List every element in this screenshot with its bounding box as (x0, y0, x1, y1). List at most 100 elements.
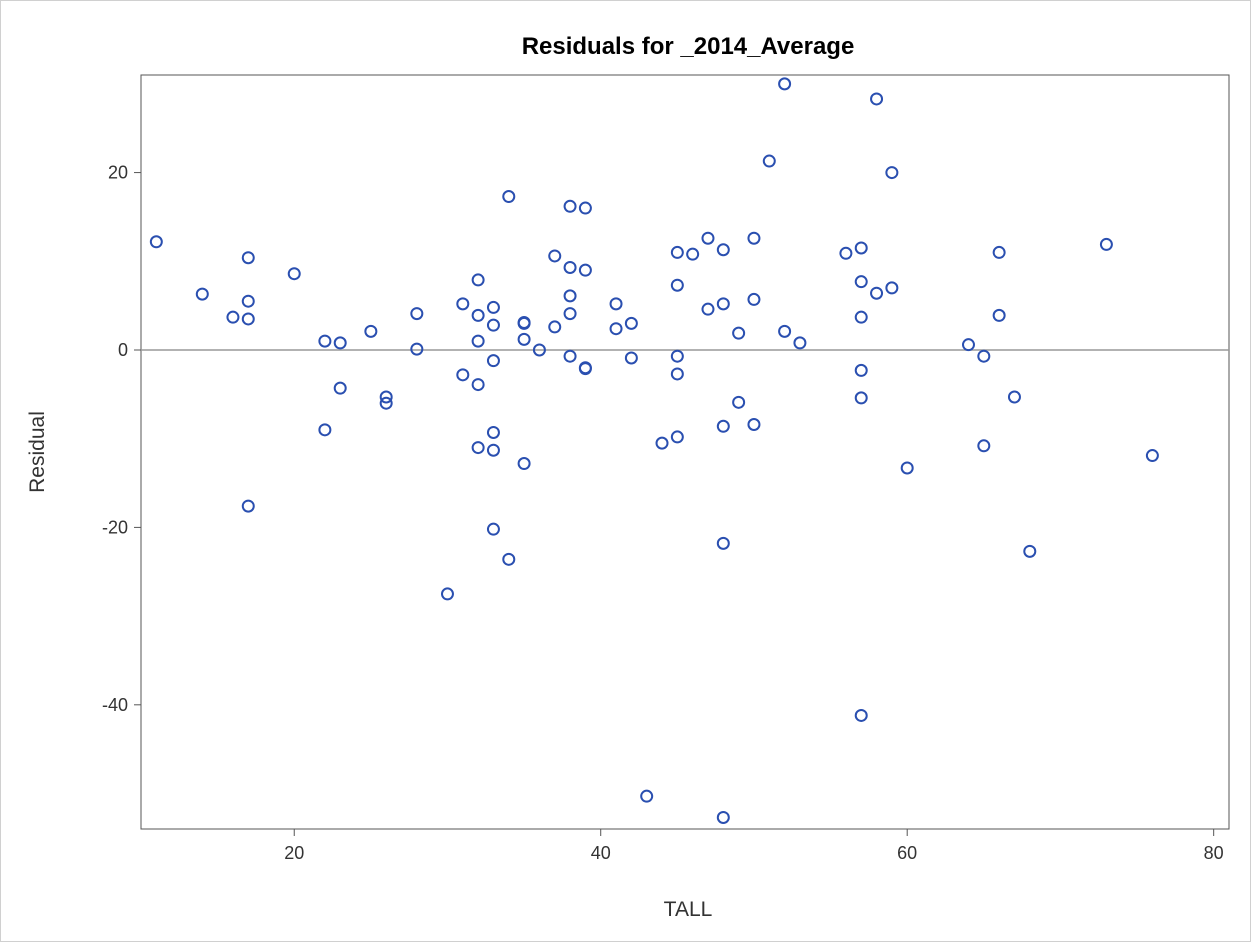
data-point (716, 810, 730, 824)
data-point (762, 154, 776, 168)
data-point (548, 249, 562, 263)
data-point (563, 289, 577, 303)
y-axis: 20 0 -20 -40 (102, 163, 141, 715)
data-point (716, 297, 730, 311)
y-tick-label: -20 (102, 517, 128, 537)
data-point (870, 92, 884, 106)
data-point (732, 395, 746, 409)
data-point (379, 396, 393, 410)
data-point (961, 338, 975, 352)
data-point (854, 275, 868, 289)
data-point (471, 441, 485, 455)
data-point (778, 77, 792, 91)
data-point (364, 324, 378, 338)
data-point (241, 499, 255, 513)
data-point (885, 281, 899, 295)
y-axis-label: Residual (26, 411, 49, 493)
data-point (655, 436, 669, 450)
data-point (992, 308, 1006, 322)
data-point (486, 443, 500, 457)
data-point (624, 351, 638, 365)
chart-title: Residuals for _2014_Average (522, 33, 855, 60)
data-point (226, 310, 240, 324)
data-point (747, 292, 761, 306)
data-point (747, 231, 761, 245)
x-tick-label: 60 (897, 843, 917, 863)
data-point (241, 312, 255, 326)
data-point (778, 324, 792, 338)
data-point (517, 315, 531, 329)
data-point (502, 552, 516, 566)
data-point (379, 390, 393, 404)
data-point (624, 316, 638, 330)
data-point (854, 363, 868, 377)
data-point (471, 378, 485, 392)
data-points (149, 77, 1159, 824)
data-point (410, 342, 424, 356)
data-point (410, 307, 424, 321)
data-point (578, 201, 592, 215)
data-point (839, 246, 853, 260)
data-point (517, 457, 531, 471)
data-point (670, 367, 684, 381)
x-axis: 20 40 60 80 (284, 829, 1224, 863)
data-point (1007, 390, 1021, 404)
data-point (486, 300, 500, 314)
data-point (701, 302, 715, 316)
data-point (318, 423, 332, 437)
data-point (333, 336, 347, 350)
x-tick-label: 20 (284, 843, 304, 863)
data-point (900, 461, 914, 475)
data-point (517, 332, 531, 346)
data-point (456, 368, 470, 382)
data-point (486, 318, 500, 332)
data-point (747, 418, 761, 432)
data-point (977, 439, 991, 453)
data-point (716, 243, 730, 257)
data-point (578, 362, 592, 376)
data-point (241, 251, 255, 265)
y-tick-label: 0 (118, 340, 128, 360)
data-point (992, 245, 1006, 259)
data-point (241, 294, 255, 308)
data-point (854, 708, 868, 722)
data-point (716, 419, 730, 433)
data-point (701, 231, 715, 245)
y-tick-label: 20 (108, 163, 128, 183)
data-point (640, 789, 654, 803)
data-point (471, 273, 485, 287)
data-point (149, 235, 163, 249)
data-point (732, 326, 746, 340)
x-axis-label: TALL (664, 898, 713, 921)
data-point (977, 349, 991, 363)
data-point (1145, 449, 1159, 463)
data-point (670, 278, 684, 292)
data-point (287, 267, 301, 281)
x-tick-label: 40 (591, 843, 611, 863)
data-point (686, 247, 700, 261)
data-point (870, 286, 884, 300)
data-point (1023, 544, 1037, 558)
data-point (563, 307, 577, 321)
data-point (486, 522, 500, 536)
data-point (195, 287, 209, 301)
data-point (563, 260, 577, 274)
data-point (1099, 237, 1113, 251)
data-point (609, 322, 623, 336)
data-point (670, 245, 684, 259)
data-point (471, 308, 485, 322)
data-point (854, 241, 868, 255)
data-point (456, 297, 470, 311)
data-point (609, 297, 623, 311)
data-point (563, 349, 577, 363)
data-point (440, 587, 454, 601)
data-point (670, 349, 684, 363)
data-point (333, 381, 347, 395)
data-point (578, 263, 592, 277)
plot-area-frame (140, 74, 1230, 830)
data-point (716, 536, 730, 550)
data-point (854, 391, 868, 405)
data-point (854, 310, 868, 324)
